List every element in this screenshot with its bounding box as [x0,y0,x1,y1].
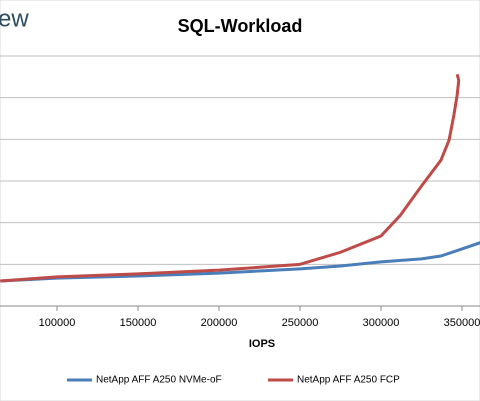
series-line [0,73,461,283]
x-axis-label: IOPS [249,338,275,350]
x-tick-label: 150000 [120,317,157,329]
logo-text: ew [0,5,29,32]
x-tick-label: 100000 [39,317,76,329]
x-tick-label: 350000 [444,317,480,329]
series-line [0,241,480,283]
legend-label: NetApp AFF A250 NVMe-oF [96,375,222,386]
chart-title: SQL-Workload [178,16,303,36]
x-tick-label: 250000 [282,317,319,329]
legend-label: NetApp AFF A250 FCP [297,375,400,386]
x-tick-label: 300000 [363,317,400,329]
x-tick-label: 200000 [201,317,238,329]
